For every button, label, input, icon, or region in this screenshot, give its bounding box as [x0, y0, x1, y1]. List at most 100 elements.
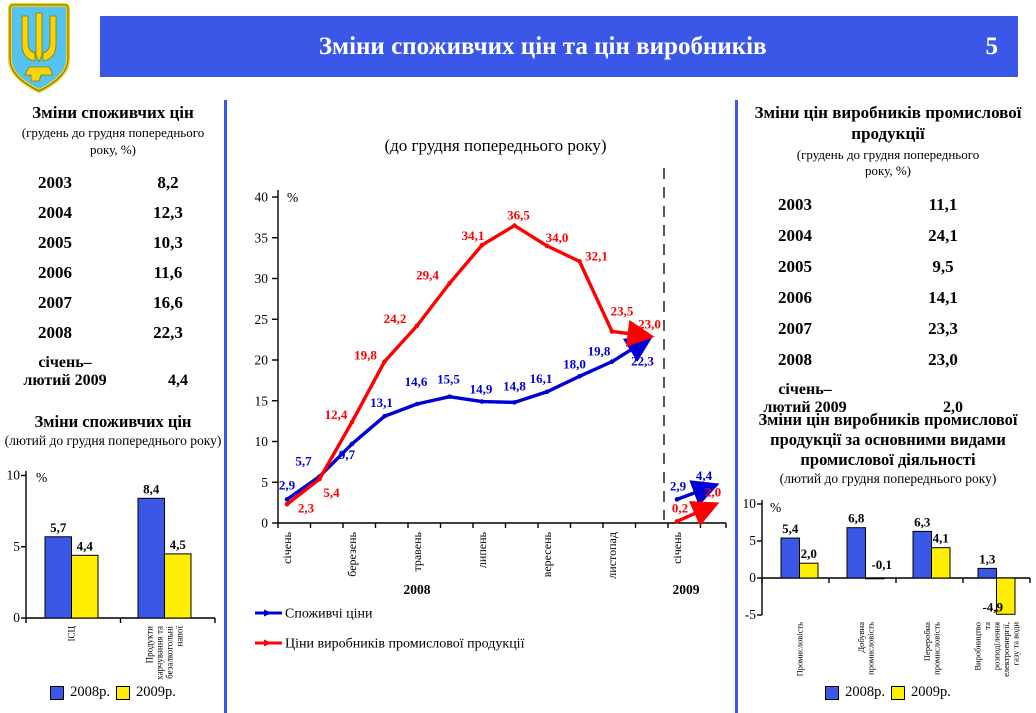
page-number: 5 — [985, 32, 999, 60]
bar — [799, 562, 819, 579]
legend-arrow-icon — [264, 639, 272, 647]
data-point — [707, 484, 713, 490]
producer-prices-panel: Зміни цін виробників промислової продукц… — [740, 98, 1036, 417]
data-point — [349, 441, 355, 447]
line-chart-title: (до грудня попереднього року) — [384, 136, 607, 155]
month-tick-label: листопад — [605, 532, 619, 579]
data-label: 5,4 — [323, 485, 340, 500]
data-point — [642, 333, 647, 338]
period-row: січень– лютий 2009 2,0 — [740, 381, 1036, 417]
table-row: 2007 23,3 — [740, 313, 1036, 344]
data-point — [609, 329, 615, 334]
legend-label: Ціни виробників промислової продукції — [285, 637, 525, 652]
data-point — [284, 497, 290, 502]
value-cell: 9,5 — [932, 256, 954, 276]
chart-subtitle: (лютий до грудня попереднього року) — [4, 433, 222, 449]
data-point — [349, 419, 355, 425]
y-tick-label: 5 — [261, 475, 268, 490]
year-cell: 2006 — [778, 287, 812, 307]
legend: 2008р. 2009р. — [740, 684, 1036, 701]
bar — [865, 577, 885, 580]
data-label: 19,8 — [588, 344, 611, 359]
chart-title: Зміни споживчих цін — [34, 412, 192, 431]
month-tick-label: січень — [670, 531, 684, 563]
month-tick-label: липень — [475, 531, 489, 568]
bar — [977, 567, 997, 579]
consumer-prices-panel: Зміни споживчих цін (грудень до грудня п… — [0, 98, 226, 390]
y-tick-label: 35 — [255, 230, 269, 245]
year-cell: 2008 — [38, 322, 72, 342]
category-label: електроенергії, — [1001, 622, 1011, 677]
legend-swatch-2008 — [825, 685, 840, 700]
y-tick-label: 10 — [743, 496, 757, 511]
bar-value-label: 4,5 — [170, 537, 187, 552]
panel-title: Зміни споживчих цін — [32, 103, 194, 122]
table-row: 2006 14,1 — [740, 282, 1036, 313]
ukraine-coat-of-arms-icon — [8, 3, 70, 94]
data-label: 4,4 — [696, 468, 713, 483]
data-point — [284, 501, 290, 507]
bar — [164, 553, 192, 619]
year-cell: 2005 — [38, 232, 72, 252]
legend-label-2008: 2008р. — [845, 684, 885, 700]
bar-value-label: 5,7 — [50, 520, 67, 535]
y-axis-unit: % — [770, 500, 781, 515]
value-cell: 11,1 — [928, 194, 958, 214]
data-label: 14,6 — [405, 374, 428, 389]
data-point — [577, 374, 582, 379]
bar — [44, 536, 72, 619]
table-row: 2003 8,2 — [0, 168, 226, 198]
table-row: 2004 24,1 — [740, 220, 1036, 251]
data-point — [447, 281, 452, 286]
slide-title: Зміни споживчих цін та цін виробників — [318, 32, 767, 60]
category-label: Добувна — [856, 622, 866, 653]
data-label: 2,0 — [705, 485, 721, 500]
bar — [996, 577, 1016, 615]
vertical-divider — [735, 100, 738, 713]
category-label: розподілення — [992, 622, 1002, 670]
table-row: 2008 23,0 — [740, 344, 1036, 375]
right-chart-heading: Зміни цін виробників промислової продукц… — [740, 410, 1036, 487]
table-row: 2008 22,3 — [0, 318, 226, 348]
table-row: 2004 12,3 — [0, 198, 226, 228]
data-point — [577, 259, 582, 264]
legend-label: Споживчі ціни — [285, 607, 373, 622]
y-tick-label: 0 — [261, 516, 268, 531]
legend: 2008р. 2009р. — [0, 684, 226, 701]
legend-arrow-icon — [264, 609, 272, 617]
value-cell: 24,1 — [928, 225, 958, 245]
bar-value-label: -4,9 — [982, 599, 1003, 614]
year-group-label: 2009 — [673, 582, 700, 597]
data-label: 23,0 — [638, 317, 661, 332]
bar — [846, 527, 866, 579]
category-label: Переробна — [922, 622, 932, 661]
chart-subtitle: (лютий до грудня попереднього року) — [779, 471, 997, 487]
year-cell: 2004 — [778, 225, 812, 245]
y-tick-label: 0 — [13, 610, 20, 625]
bar — [912, 530, 932, 579]
period-value: 2,0 — [943, 399, 963, 416]
y-tick-label: 15 — [255, 393, 269, 408]
consumer-prices-bar-chart: 0 5 10 % 5,7 8,4 4,4 4,5 ІСЦ Продукти харчування т… — [7, 468, 216, 680]
year-cell: 2004 — [38, 202, 72, 222]
category-label: Промисловість — [795, 622, 805, 677]
bar-value-label: 5,4 — [782, 521, 799, 536]
category-label: напої — [175, 626, 185, 647]
value-cell: 12,3 — [153, 202, 183, 222]
bar — [780, 537, 800, 579]
period-label-line1: січень– — [38, 353, 92, 371]
category-label: Продукти — [145, 626, 155, 664]
line-series — [676, 501, 720, 527]
data-label: 32,1 — [585, 248, 608, 263]
year-cell: 2003 — [778, 194, 812, 214]
data-point — [382, 413, 387, 419]
header-bar: Зміни споживчих цін та цін виробників 5 — [100, 16, 1018, 77]
bar-value-label: 6,8 — [848, 511, 865, 526]
data-point — [414, 401, 420, 407]
data-label: 22,3 — [631, 353, 654, 368]
period-row: січень– лютий 2009 4,4 — [0, 354, 226, 390]
data-label: 2,9 — [279, 477, 296, 492]
panel-title: Зміни цін виробників промислової продукц… — [754, 103, 1022, 144]
table-row: 2005 10,3 — [0, 228, 226, 258]
